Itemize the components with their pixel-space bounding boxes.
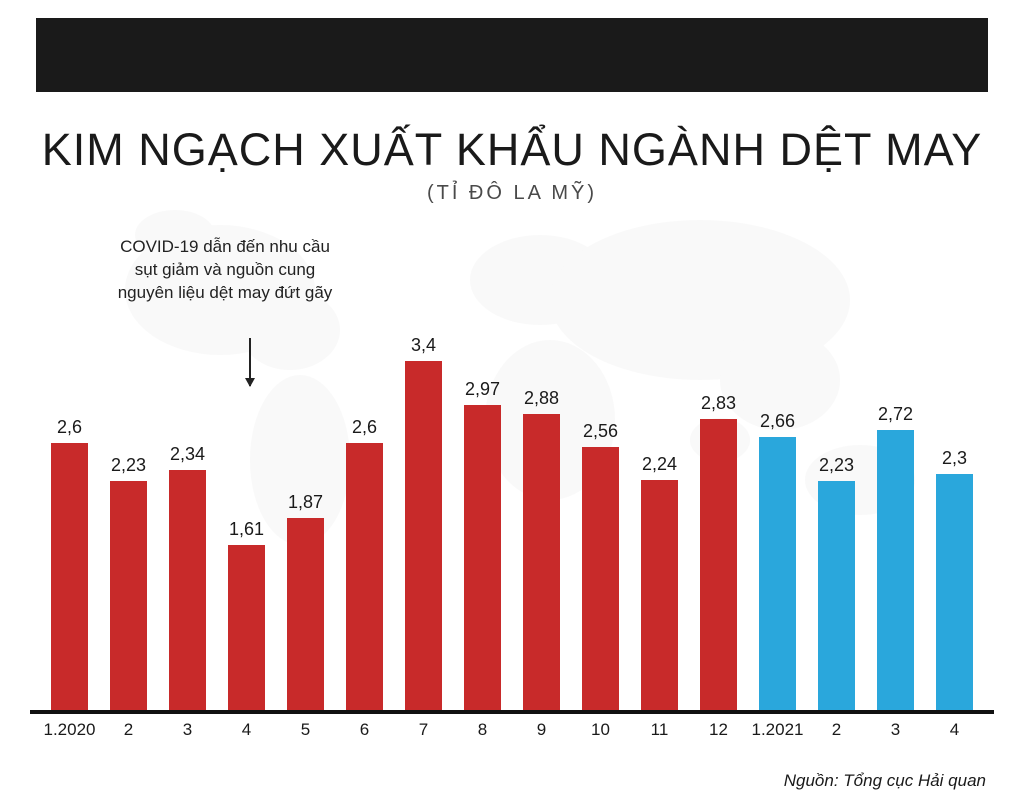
chart-subtitle: (TỈ ĐÔ LA MỸ) [0, 182, 1024, 205]
bar: 2,6 [51, 443, 89, 710]
x-axis-label: 10 [571, 720, 630, 740]
bar-slot: 2,3 [925, 340, 984, 710]
bar-slot: 1,87 [276, 340, 335, 710]
bar: 3,4 [405, 361, 443, 710]
bar-value-label: 2,6 [57, 417, 82, 438]
bar-value-label: 2,3 [942, 448, 967, 469]
annotation-text: COVID-19 dẫn đến nhu cầu sụt giảm và ngu… [110, 236, 340, 305]
bar-slot: 2,97 [453, 340, 512, 710]
bar: 2,6 [346, 443, 384, 710]
bar-value-label: 2,6 [352, 417, 377, 438]
x-axis-label: 2 [807, 720, 866, 740]
bar-value-label: 2,66 [760, 411, 795, 432]
x-axis-label: 8 [453, 720, 512, 740]
bar: 1,61 [228, 545, 266, 710]
x-axis-label: 1.2021 [748, 720, 807, 740]
x-axis-label: 3 [158, 720, 217, 740]
bar-value-label: 2,97 [465, 379, 500, 400]
bar: 1,87 [287, 518, 325, 710]
bar: 2,24 [641, 480, 679, 710]
bar-slot: 2,72 [866, 340, 925, 710]
bar-value-label: 2,56 [583, 421, 618, 442]
x-axis-label: 5 [276, 720, 335, 740]
bar: 2,72 [877, 430, 915, 710]
bar-value-label: 2,72 [878, 404, 913, 425]
x-axis-label: 3 [866, 720, 925, 740]
bar-value-label: 3,4 [411, 335, 436, 356]
bar-slot: 2,6 [335, 340, 394, 710]
x-axis-label: 9 [512, 720, 571, 740]
bar-slot: 2,66 [748, 340, 807, 710]
bar-value-label: 2,23 [819, 455, 854, 476]
bar-slot: 2,6 [40, 340, 99, 710]
x-axis-label: 2 [99, 720, 158, 740]
bar: 2,88 [523, 414, 561, 710]
bar-value-label: 2,23 [111, 455, 146, 476]
bar-slot: 3,4 [394, 340, 453, 710]
bar-slot: 2,88 [512, 340, 571, 710]
chart-area: 2,6 2,23 2,34 1,61 1,87 2,6 3,4 2,97 2,88 2,56 2,2… [40, 340, 984, 710]
bar-slot: 2,56 [571, 340, 630, 710]
bar: 2,23 [110, 481, 148, 710]
bar-slot: 2,24 [630, 340, 689, 710]
bar: 2,34 [169, 470, 207, 711]
bar-value-label: 2,34 [170, 444, 205, 465]
bar-value-label: 2,24 [642, 454, 677, 475]
bar-value-label: 2,83 [701, 393, 736, 414]
bar-value-label: 1,87 [288, 492, 323, 513]
x-axis-label: 11 [630, 720, 689, 740]
x-axis-label: 7 [394, 720, 453, 740]
bar-value-label: 2,88 [524, 388, 559, 409]
bar: 2,56 [582, 447, 620, 710]
bar-slot: 1,61 [217, 340, 276, 710]
x-axis-label: 4 [217, 720, 276, 740]
bar: 2,3 [936, 474, 974, 710]
chart-title: KIM NGẠCH XUẤT KHẨU NGÀNH DỆT MAY [0, 124, 1024, 176]
bar: 2,97 [464, 405, 502, 710]
bars-container: 2,6 2,23 2,34 1,61 1,87 2,6 3,4 2,97 2,88 2,56 2,2… [40, 340, 984, 710]
chart-baseline [30, 710, 994, 714]
source-attribution: Nguồn: Tổng cục Hải quan [784, 771, 986, 791]
bar-slot: 2,34 [158, 340, 217, 710]
header-bar [36, 18, 988, 92]
x-axis-label: 1.2020 [40, 720, 99, 740]
bar: 2,66 [759, 437, 797, 710]
bar-slot: 2,23 [807, 340, 866, 710]
bar-slot: 2,83 [689, 340, 748, 710]
x-axis-label: 4 [925, 720, 984, 740]
bar: 2,23 [818, 481, 856, 710]
bar: 2,83 [700, 419, 738, 710]
x-axis-label: 12 [689, 720, 748, 740]
bar-value-label: 1,61 [229, 519, 264, 540]
x-axis: 1.2020234567891011121.2021234 [40, 720, 984, 740]
bar-slot: 2,23 [99, 340, 158, 710]
x-axis-label: 6 [335, 720, 394, 740]
